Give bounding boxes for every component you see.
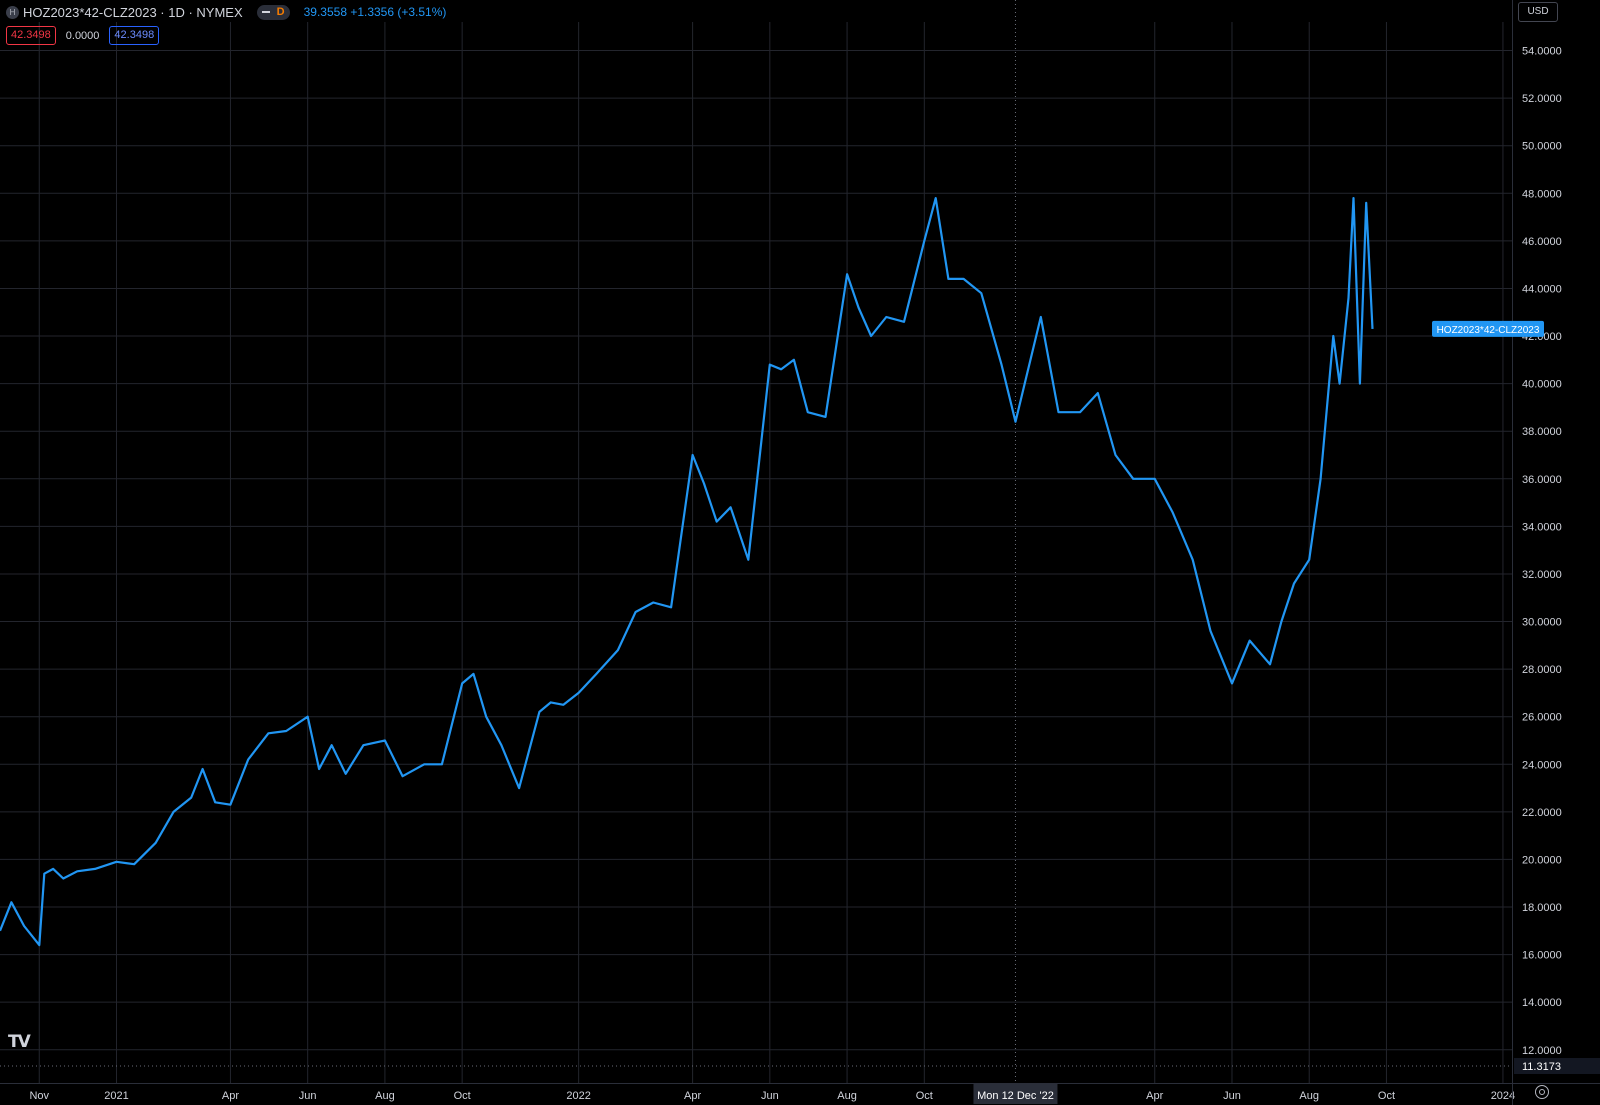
- data-mode-toggle[interactable]: D: [256, 4, 290, 20]
- y-tick-label: 52.0000: [1522, 93, 1562, 105]
- y-tick-label: 40.0000: [1522, 379, 1562, 391]
- x-tick-label: Oct: [1378, 1090, 1395, 1102]
- y-tick-label: 30.0000: [1522, 617, 1562, 629]
- last-value-label-bg: [1432, 320, 1544, 337]
- y-tick-label: 44.0000: [1522, 283, 1562, 295]
- x-tick-label: 2022: [566, 1090, 590, 1102]
- last-price-readout: 39.3558 +1.3356 (+3.51%): [303, 5, 447, 19]
- x-tick-label: Apr: [222, 1090, 239, 1102]
- x-tick-label: Aug: [375, 1090, 395, 1102]
- y-tick-label: 46.0000: [1522, 236, 1562, 248]
- y-tick-label: 16.0000: [1522, 950, 1562, 962]
- currency-button[interactable]: USD: [1518, 2, 1558, 22]
- y-tick-label: 26.0000: [1522, 712, 1562, 724]
- y-tick-label: 22.0000: [1522, 807, 1562, 819]
- y-tick-label: 32.0000: [1522, 569, 1562, 581]
- x-tick-label: 2024: [1491, 1090, 1515, 1102]
- low-marker-label: 11.3173: [1522, 1061, 1561, 1073]
- x-tick-label: Apr: [684, 1090, 701, 1102]
- x-tick-label: 2021: [104, 1090, 128, 1102]
- x-tick-label: Jun: [299, 1090, 317, 1102]
- y-tick-label: 48.0000: [1522, 188, 1562, 200]
- x-tick-label: Aug: [837, 1090, 857, 1102]
- y-tick-label: 34.0000: [1522, 521, 1562, 533]
- last-value-label: HOZ2023*42-CLZ2023: [1437, 325, 1540, 336]
- symbol-logo-icon: H: [6, 5, 19, 19]
- series-line: [0, 197, 1374, 947]
- gear-icon[interactable]: [1535, 1085, 1549, 1099]
- y-tick-label: 18.0000: [1522, 902, 1562, 914]
- x-tick-label: Aug: [1299, 1090, 1319, 1102]
- crosshair-date-label: Mon 12 Dec '22: [977, 1090, 1054, 1102]
- price-boxes: 42.3498 0.0000 42.3498: [6, 26, 160, 45]
- buy-price-box[interactable]: 42.3498: [109, 26, 160, 45]
- x-tick-label: Oct: [916, 1090, 933, 1102]
- y-tick-label: 12.0000: [1522, 1045, 1562, 1057]
- symbol-title[interactable]: HOZ2023*42-CLZ2023 · 1D · NYMEX: [23, 4, 243, 20]
- x-tick-label: Nov: [29, 1090, 49, 1102]
- low-marker-bg: [1514, 1058, 1600, 1074]
- y-tick-label: 50.0000: [1522, 141, 1562, 153]
- y-tick-label: 24.0000: [1522, 759, 1562, 771]
- y-tick-label: 36.0000: [1522, 474, 1562, 486]
- y-tick-label: 14.0000: [1522, 997, 1562, 1009]
- sell-price-box[interactable]: 42.3498: [6, 26, 56, 45]
- x-tick-label: Jun: [761, 1090, 779, 1102]
- tradingview-logo[interactable]: TV: [8, 1032, 31, 1052]
- x-tick-label: Apr: [1146, 1090, 1163, 1102]
- x-tick-label: Jun: [1223, 1090, 1241, 1102]
- y-tick-label: 38.0000: [1522, 426, 1562, 438]
- y-tick-label: 28.0000: [1522, 664, 1562, 676]
- y-tick-label: 54.0000: [1522, 46, 1562, 58]
- spread-value: 0.0000: [65, 29, 100, 42]
- y-tick-label: 20.0000: [1522, 854, 1562, 866]
- chart-header: H HOZ2023*42-CLZ2023 · 1D · NYMEX D 39.3…: [6, 3, 446, 21]
- data-mode-label: D: [276, 6, 285, 18]
- crosshair-date-bg: [973, 1084, 1058, 1104]
- dash-icon: [261, 11, 270, 13]
- x-tick-label: Oct: [454, 1090, 471, 1102]
